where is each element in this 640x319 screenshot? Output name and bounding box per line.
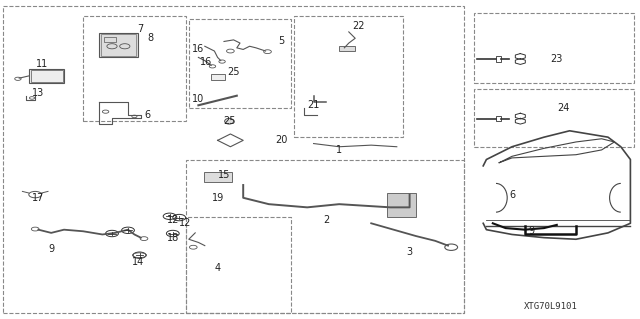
Text: 20: 20: [275, 135, 288, 145]
Text: 22: 22: [352, 20, 365, 31]
FancyBboxPatch shape: [29, 69, 64, 83]
Text: 4: 4: [214, 263, 221, 273]
Text: 13: 13: [32, 87, 45, 98]
Text: 16: 16: [192, 44, 205, 55]
Text: 16: 16: [200, 57, 212, 67]
Text: 1: 1: [336, 145, 342, 155]
Text: 8: 8: [147, 33, 154, 43]
Text: 7: 7: [138, 24, 144, 34]
FancyBboxPatch shape: [387, 193, 416, 217]
Text: 11: 11: [35, 59, 48, 69]
Text: 12: 12: [166, 215, 179, 225]
FancyBboxPatch shape: [99, 33, 138, 57]
Text: 6: 6: [509, 190, 515, 200]
Text: 2: 2: [323, 215, 330, 225]
Text: 9: 9: [48, 244, 54, 254]
FancyBboxPatch shape: [339, 46, 355, 51]
Text: 23: 23: [550, 54, 563, 64]
Text: 3: 3: [406, 247, 413, 257]
Text: 25: 25: [223, 116, 236, 126]
Text: 17: 17: [32, 193, 45, 203]
Text: 6: 6: [144, 110, 150, 120]
FancyBboxPatch shape: [211, 74, 225, 80]
Text: 10: 10: [192, 94, 205, 104]
Text: 25: 25: [227, 67, 240, 77]
Text: XTG70L9101: XTG70L9101: [524, 302, 577, 311]
Text: 12: 12: [179, 218, 192, 228]
Ellipse shape: [225, 118, 234, 124]
FancyBboxPatch shape: [204, 172, 232, 182]
Text: 24: 24: [557, 103, 570, 114]
Text: 19: 19: [211, 193, 224, 203]
Text: 21: 21: [307, 100, 320, 110]
Text: 9: 9: [528, 226, 534, 236]
Text: 18: 18: [166, 233, 179, 243]
Text: 14: 14: [131, 256, 144, 267]
Text: 15: 15: [218, 170, 230, 181]
Text: 5: 5: [278, 36, 285, 47]
